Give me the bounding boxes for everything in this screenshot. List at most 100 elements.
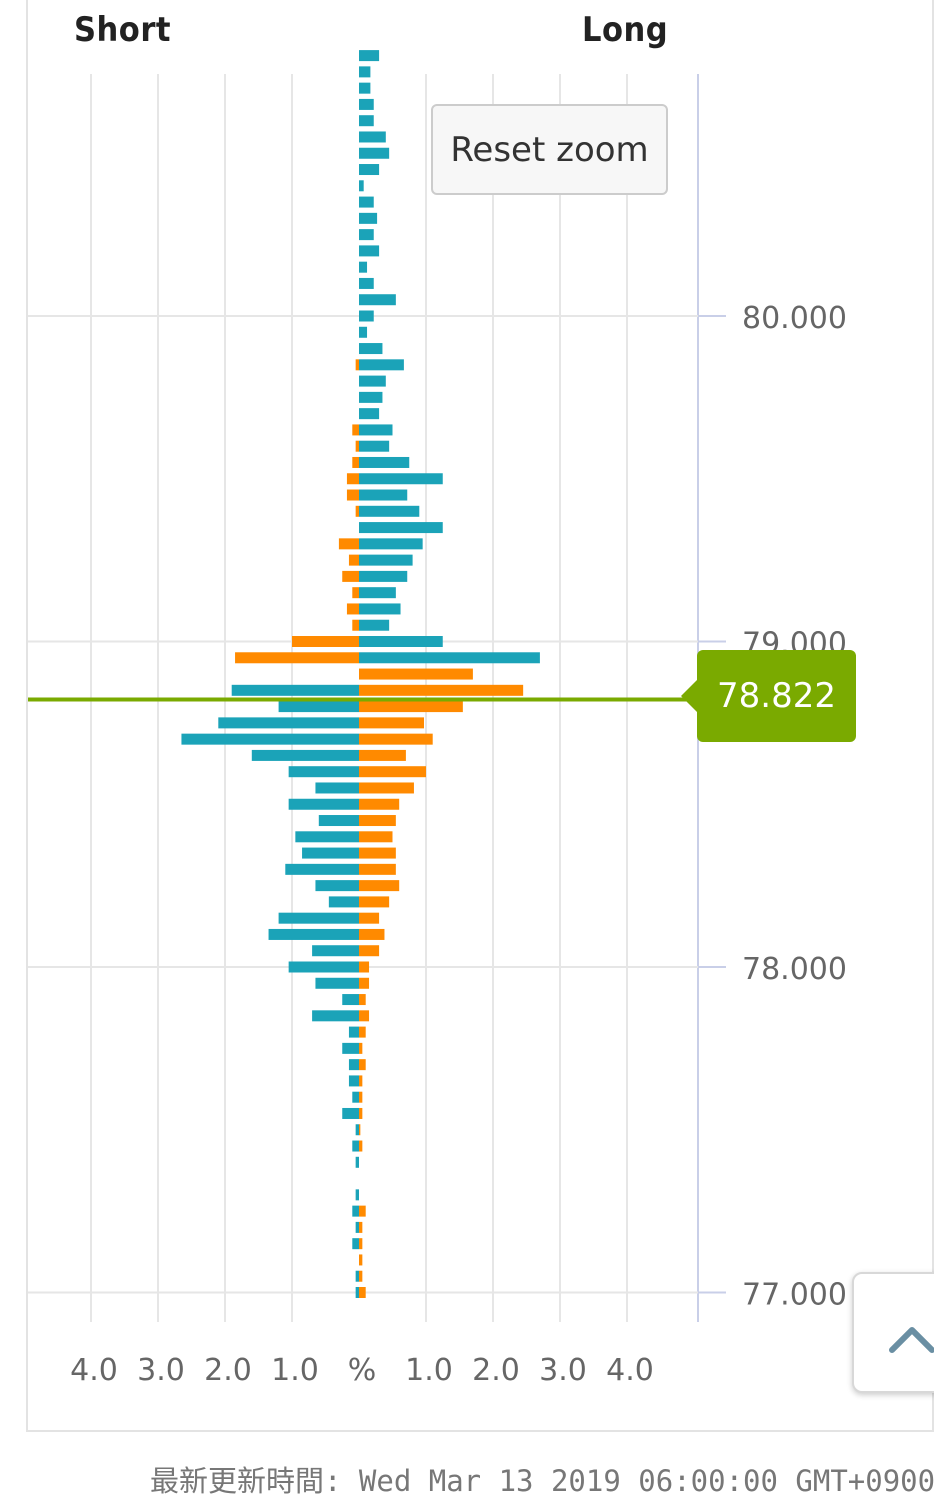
bar-short-s0-56 bbox=[288, 961, 359, 973]
bar-short-s0-68 bbox=[355, 1156, 359, 1168]
bar-short-s1-27 bbox=[346, 489, 359, 501]
bar-series bbox=[181, 50, 540, 1298]
bar-long-s0-27 bbox=[359, 489, 408, 501]
bar-short-s0-48 bbox=[295, 831, 359, 843]
bar-short-s0-58 bbox=[342, 994, 359, 1006]
bar-long-s0-22 bbox=[359, 408, 380, 420]
bar-short-s1-33 bbox=[352, 587, 359, 599]
bar-long-s0-35 bbox=[359, 619, 390, 631]
bar-short-s1-25 bbox=[352, 456, 359, 468]
bar-long-s0-33 bbox=[359, 587, 396, 599]
bar-short-s0-43 bbox=[251, 749, 359, 761]
bar-short-s0-75 bbox=[355, 1270, 359, 1282]
bar-short-s0-41 bbox=[218, 717, 359, 729]
bar-long-s0-30 bbox=[359, 538, 423, 550]
bar-long-s1-67 bbox=[359, 1140, 363, 1152]
last-updated-text: 最新更新時間: Wed Mar 13 2019 06:00:00 GMT+090… bbox=[150, 1464, 934, 1498]
bar-long-s1-48 bbox=[359, 831, 393, 843]
bar-long-s0-26 bbox=[359, 473, 443, 485]
bar-long-s1-38 bbox=[359, 668, 473, 680]
bar-long-s1-72 bbox=[359, 1221, 363, 1233]
bar-long-s1-46 bbox=[359, 798, 400, 810]
bar-short-s1-30 bbox=[338, 538, 359, 550]
short-label: Short bbox=[74, 10, 172, 50]
bar-short-s1-32 bbox=[342, 570, 359, 582]
x-axis-tick-labels: 4.0 3.0 2.0 1.0% 1.0 2.0 3.0 4.0 bbox=[70, 1353, 654, 1388]
bar-long-s0-32 bbox=[359, 570, 408, 582]
bar-short-s0-44 bbox=[288, 766, 359, 778]
bar-short-s0-63 bbox=[348, 1075, 359, 1087]
bar-short-s1-28 bbox=[355, 505, 359, 517]
bar-short-s0-55 bbox=[312, 945, 359, 957]
bar-long-s1-61 bbox=[359, 1042, 363, 1054]
bar-short-s0-62 bbox=[348, 1059, 359, 1071]
bar-long-s0-29 bbox=[359, 522, 443, 534]
bar-short-s0-39 bbox=[231, 684, 359, 696]
bar-short-s0-47 bbox=[318, 815, 359, 827]
bar-short-s1-31 bbox=[348, 554, 359, 566]
bar-short-s0-66 bbox=[355, 1124, 359, 1136]
bar-long-s0-16 bbox=[359, 310, 374, 322]
bar-long-s1-39 bbox=[359, 684, 524, 696]
bar-short-s0-54 bbox=[268, 928, 359, 940]
bar-long-s0-5 bbox=[359, 131, 386, 143]
bar-long-s1-47 bbox=[359, 815, 396, 827]
x-tick-label-0: 4.0 bbox=[70, 1353, 118, 1388]
bar-short-s0-76 bbox=[355, 1287, 359, 1298]
bar-long-s0-11 bbox=[359, 229, 374, 241]
bar-long-s1-60 bbox=[359, 1026, 366, 1038]
bar-long-s1-40 bbox=[359, 701, 463, 713]
bar-short-s0-52 bbox=[328, 896, 359, 908]
x-tick-label-7: 3.0 bbox=[539, 1353, 587, 1388]
x-tick-label-2: 2.0 bbox=[204, 1353, 252, 1388]
x-tick-label-4: % bbox=[348, 1353, 377, 1388]
x-tick-label-5: 1.0 bbox=[405, 1353, 453, 1388]
bar-short-s0-67 bbox=[352, 1140, 359, 1152]
bar-short-s0-49 bbox=[302, 847, 359, 859]
y-tick-label-0: 80.000 bbox=[742, 301, 847, 336]
y-tick-label-3: 77.000 bbox=[742, 1278, 847, 1313]
bar-long-s1-45 bbox=[359, 782, 414, 794]
bar-short-s1-34 bbox=[346, 603, 359, 615]
long-label: Long bbox=[582, 10, 669, 50]
bar-long-s1-54 bbox=[359, 928, 385, 940]
bar-short-s1-23 bbox=[352, 424, 359, 436]
bar-long-s1-52 bbox=[359, 896, 390, 908]
bar-short-s0-64 bbox=[352, 1091, 359, 1103]
bar-long-s1-59 bbox=[359, 1010, 370, 1022]
bar-long-s1-58 bbox=[359, 994, 366, 1006]
bar-long-s0-7 bbox=[359, 164, 380, 176]
bar-short-s0-71 bbox=[352, 1205, 359, 1217]
bar-long-s0-9 bbox=[359, 196, 374, 208]
y-tick-label-2: 78.000 bbox=[742, 952, 847, 987]
bar-short-s0-72 bbox=[355, 1221, 359, 1233]
bar-long-s1-44 bbox=[359, 766, 426, 778]
bar-long-s1-64 bbox=[359, 1091, 363, 1103]
bar-long-s1-56 bbox=[359, 961, 370, 973]
bar-long-s1-50 bbox=[359, 863, 396, 875]
bar-long-s1-51 bbox=[359, 880, 400, 892]
bar-short-s0-70 bbox=[355, 1189, 359, 1201]
bar-long-s1-55 bbox=[359, 945, 380, 957]
bar-long-s1-75 bbox=[359, 1270, 363, 1282]
bar-long-s0-3 bbox=[359, 98, 374, 110]
bar-short-s0-40 bbox=[278, 701, 359, 713]
bar-long-s0-24 bbox=[359, 440, 390, 452]
bar-long-s0-23 bbox=[359, 424, 393, 436]
bar-long-s0-21 bbox=[359, 391, 383, 403]
bar-long-s0-14 bbox=[359, 277, 374, 289]
bar-long-s0-6 bbox=[359, 147, 390, 159]
bar-short-s0-73 bbox=[352, 1238, 359, 1250]
bar-long-s0-17 bbox=[359, 326, 368, 338]
bar-short-s1-24 bbox=[355, 440, 359, 452]
bar-long-s0-1 bbox=[359, 66, 371, 78]
bar-long-s0-34 bbox=[359, 603, 401, 615]
current-price-tag: 78.822 bbox=[681, 650, 856, 742]
bar-long-s0-31 bbox=[359, 554, 413, 566]
reset-zoom-button[interactable]: Reset zoom bbox=[431, 104, 668, 195]
bar-long-s0-20 bbox=[359, 375, 386, 387]
x-tick-label-6: 2.0 bbox=[472, 1353, 520, 1388]
scroll-to-top-button[interactable] bbox=[852, 1272, 934, 1393]
bar-long-s0-4 bbox=[359, 115, 374, 127]
